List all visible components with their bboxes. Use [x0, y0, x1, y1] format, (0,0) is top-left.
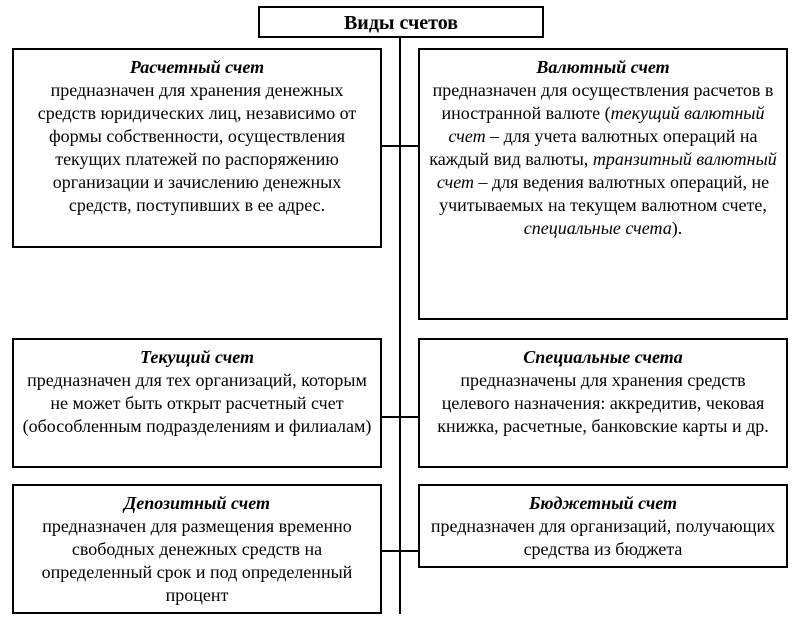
- node-settlement: Расчетный счет предназначен для хранения…: [12, 48, 382, 248]
- node-body: предназначен для осуществления расчетов …: [428, 79, 778, 240]
- node-special: Специальные счета предназначены для хран…: [418, 338, 788, 468]
- node-body: предназначен для тех организаций, которы…: [22, 369, 372, 438]
- connector-branch: [380, 416, 420, 418]
- connector-branch: [380, 145, 420, 147]
- connector-trunk: [399, 38, 401, 614]
- node-currency: Валютный счет предназначен для осуществл…: [418, 48, 788, 320]
- node-current: Текущий счет предназначен для тех органи…: [12, 338, 382, 468]
- node-body: предназначены для хранения средств целев…: [428, 369, 778, 438]
- node-title: Валютный счет: [428, 56, 778, 79]
- connector-branch: [380, 550, 420, 552]
- node-body: предназначен для размещения временно сво…: [22, 515, 372, 607]
- root-label: Виды счетов: [344, 12, 458, 34]
- node-title: Бюджетный счет: [428, 492, 778, 515]
- node-title: Текущий счет: [22, 346, 372, 369]
- node-budget: Бюджетный счет предназначен для организа…: [418, 484, 788, 568]
- diagram-canvas: Виды счетов Расчетный счет предназначен …: [0, 0, 800, 622]
- node-title: Расчетный счет: [22, 56, 372, 79]
- node-body: предназначен для хранения денежных средс…: [22, 79, 372, 217]
- node-body: предназначен для организаций, получающих…: [428, 515, 778, 561]
- node-deposit: Депозитный счет предназначен для размеще…: [12, 484, 382, 614]
- node-title: Депозитный счет: [22, 492, 372, 515]
- root-node: Виды счетов: [258, 6, 544, 38]
- node-title: Специальные счета: [428, 346, 778, 369]
